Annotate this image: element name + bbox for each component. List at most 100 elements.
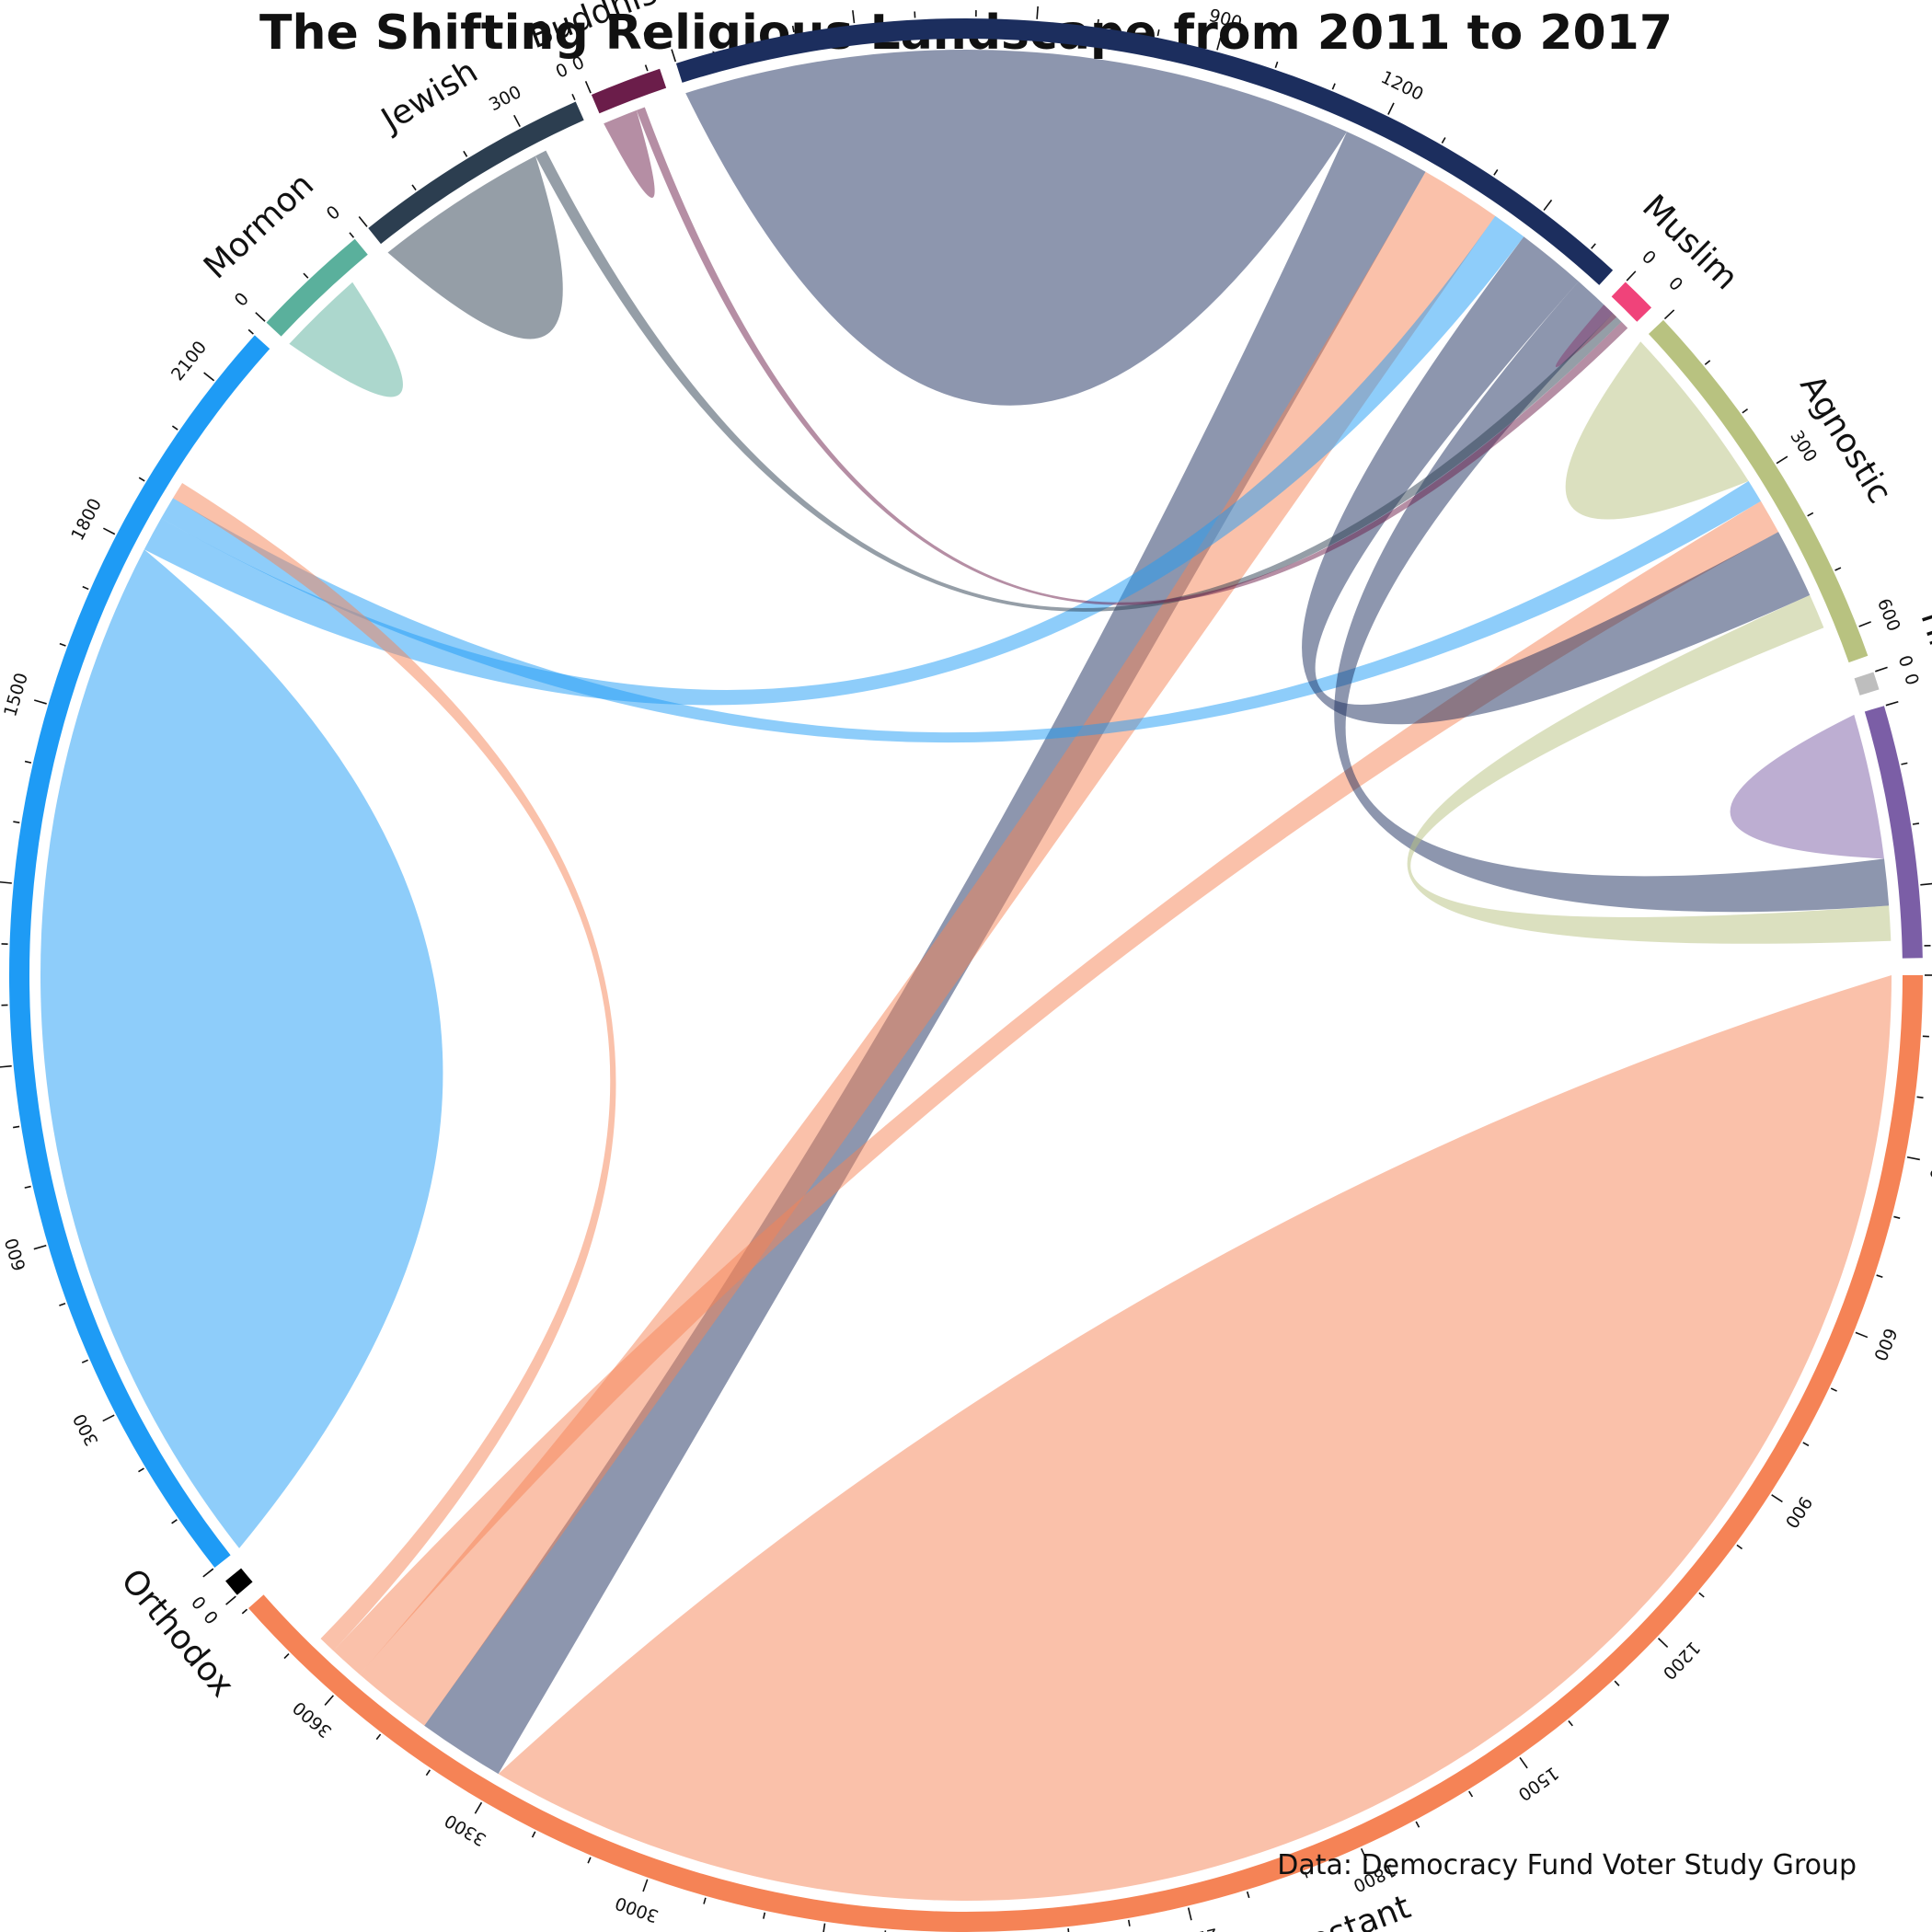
- tick-label: 900: [1781, 1492, 1816, 1531]
- tick-label: 1200: [1377, 67, 1426, 105]
- arc-jewish: [368, 101, 584, 245]
- tick-mark: [1360, 1847, 1368, 1861]
- group-label-orthodox: Orthodox: [113, 1562, 241, 1705]
- tick-label: 0: [640, 26, 657, 49]
- tick-mark: [241, 1608, 248, 1615]
- tick-label: 1500: [1514, 1763, 1562, 1805]
- tick-mark: [1893, 1215, 1901, 1219]
- tick-mark: [1246, 1891, 1250, 1899]
- tick-mark: [1519, 1757, 1528, 1769]
- group-label-muslim: Muslim: [1635, 188, 1745, 297]
- arc-layer: [8, 17, 1924, 1932]
- tick-mark: [1704, 360, 1711, 365]
- tick-mark: [1304, 1871, 1308, 1879]
- tick-mark: [59, 642, 66, 647]
- tick-label: 1500: [0, 671, 32, 719]
- ribbon-protestant-to-protestant: [498, 975, 1892, 1901]
- tick-mark: [763, 1912, 766, 1919]
- tick-mark: [791, 25, 795, 33]
- ribbon-nothing-to-agnostic: [1302, 236, 1811, 725]
- tick-mark: [1387, 102, 1395, 115]
- tick-mark: [1875, 666, 1888, 673]
- arc-agnostic: [1648, 319, 1869, 663]
- tick-label: 0: [188, 1592, 211, 1613]
- tick-label: 1800: [67, 495, 106, 544]
- tick-mark: [644, 64, 649, 72]
- tick-mark: [1626, 270, 1637, 282]
- tick-mark: [1663, 309, 1675, 320]
- tick-mark: [202, 1568, 214, 1578]
- tick-mark: [884, 1930, 887, 1932]
- tick-mark: [82, 585, 89, 591]
- tick-label: 0: [1664, 273, 1686, 295]
- tick-mark: [1776, 455, 1788, 465]
- tick-label: 300: [486, 82, 524, 115]
- tick-mark: [1614, 1680, 1620, 1686]
- tick-mark: [531, 1831, 536, 1838]
- tick-mark: [171, 1519, 178, 1524]
- tick-mark: [1876, 1274, 1883, 1279]
- tick-mark: [358, 215, 368, 227]
- tick-mark: [102, 1414, 115, 1422]
- tick-mark: [1036, 6, 1039, 19]
- tick-mark: [1274, 61, 1279, 69]
- tick-mark: [33, 699, 47, 705]
- tick-mark: [1802, 1442, 1810, 1447]
- tick-label: 0: [1894, 653, 1917, 670]
- tick-mark: [1771, 1494, 1783, 1503]
- tick-label: 0: [201, 1606, 224, 1627]
- tick-mark: [303, 272, 309, 279]
- tick-label: 0: [569, 52, 588, 75]
- tick-mark: [255, 312, 266, 322]
- tick-mark: [349, 232, 355, 238]
- tick-label: 0: [1638, 247, 1660, 269]
- tick-mark: [247, 328, 254, 335]
- tick-mark: [852, 10, 856, 24]
- arc-nothing: [675, 17, 1614, 285]
- tick-mark: [1156, 29, 1160, 37]
- tick-mark: [59, 1302, 66, 1306]
- tick-mark: [1834, 567, 1842, 571]
- tick-label: 900: [1207, 6, 1245, 34]
- chart-source: Data: Democracy Fund Voter Study Group: [1277, 1849, 1857, 1881]
- tick-label: 0: [1900, 671, 1923, 687]
- ribbon-nothing-to-atheist: [1334, 281, 1890, 913]
- ribbon-atheist-to-atheist: [1730, 714, 1884, 859]
- tick-mark: [81, 1359, 88, 1363]
- tick-mark: [375, 1733, 382, 1741]
- ribbon-agnostic-to-agnostic: [1565, 341, 1749, 520]
- tick-mark: [225, 1595, 236, 1605]
- ribbon-protestant-to-catholic: [173, 482, 616, 1651]
- tick-label: 3000: [613, 1892, 661, 1926]
- tick-mark: [1067, 1927, 1070, 1932]
- tick-mark: [1187, 1907, 1192, 1921]
- group-label-nothing: Nothing: [1121, 0, 1256, 2]
- tick-mark: [283, 1653, 290, 1660]
- arc-hindu: [1854, 672, 1880, 696]
- tick-mark: [1885, 700, 1899, 707]
- tick-mark: [474, 1801, 483, 1814]
- tick-mark: [1912, 822, 1920, 825]
- tick-mark: [1906, 1156, 1920, 1161]
- tick-mark: [138, 477, 145, 482]
- tick-mark: [642, 1879, 649, 1892]
- tick-mark: [513, 114, 521, 127]
- ribbon-jewish-to-jewish: [387, 155, 563, 339]
- ribbon-nothing-to-nothing: [685, 49, 1348, 406]
- tick-mark: [1657, 1638, 1669, 1649]
- arc-mormon: [266, 238, 368, 337]
- tick-label: 300: [69, 1410, 102, 1449]
- arc-catholic: [8, 335, 270, 1568]
- group-label-mormon: Mormon: [197, 166, 321, 286]
- tick-mark: [822, 1923, 826, 1932]
- tick-mark: [425, 1769, 431, 1777]
- tick-mark: [1855, 1331, 1869, 1339]
- tick-label: 3600: [289, 1697, 336, 1742]
- tick-mark: [1736, 1544, 1743, 1550]
- arc-muslim: [1611, 282, 1652, 322]
- ribbon-catholic-to-catholic: [40, 549, 443, 1548]
- tick-label: 600: [1, 1236, 29, 1273]
- tick-mark: [1441, 137, 1446, 144]
- ribbon-catholic-to-agnostic: [161, 480, 1762, 743]
- ribbon-buddhist-to-buddhist: [604, 109, 655, 198]
